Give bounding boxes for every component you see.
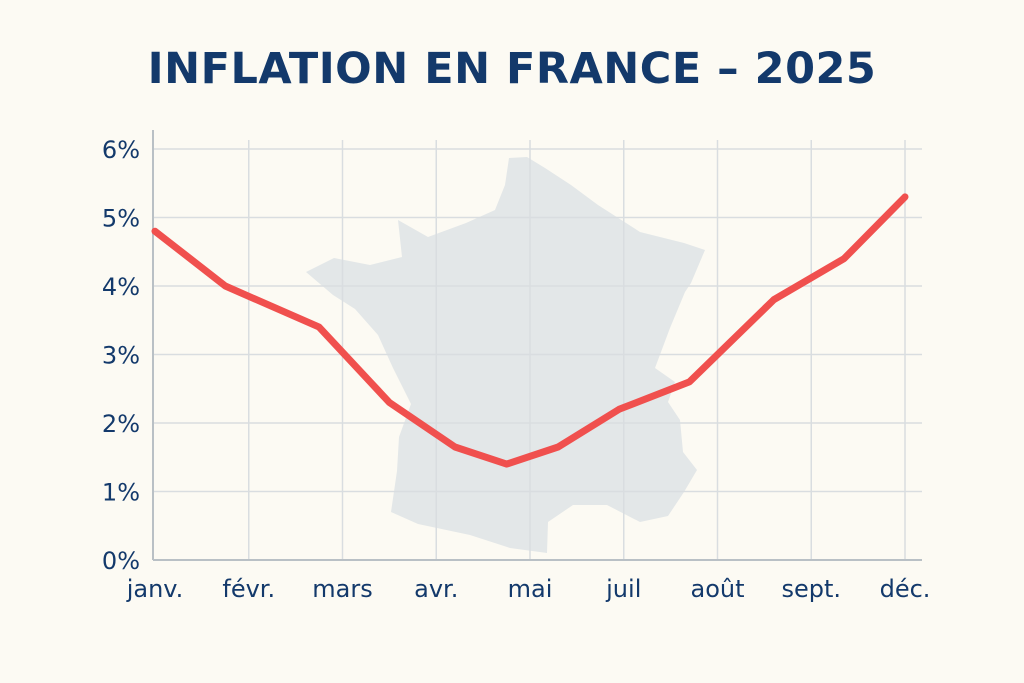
data-point [840,255,848,262]
x-tick-label: mars [312,575,372,603]
data-point [901,193,909,201]
y-tick-label: 0% [102,547,140,575]
x-tick-label: déc. [880,575,931,603]
x-tick-label: juil [605,575,641,603]
chart-title: INFLATION EN FRANCE – 2025 [147,44,877,94]
data-point [451,443,459,451]
y-axis-ticks: 0% 1% 2% 3% 4% 5% 6% [102,136,140,575]
y-tick-label: 2% [102,410,140,438]
x-tick-label: avr. [414,575,458,603]
data-point [615,406,623,413]
data-point [686,378,693,386]
x-tick-label: sept. [781,575,841,603]
series-line [151,193,909,468]
series-layer [151,193,909,468]
x-axis-ticks: janv. févr. mars avr. mai juil août sept. déc. [126,575,931,603]
y-tick-label: 4% [102,273,140,301]
data-point [554,443,562,451]
data-point [770,296,777,303]
x-tick-label: févr. [222,575,275,603]
data-point [315,323,323,331]
data-point [222,282,229,290]
y-tick-label: 6% [102,136,140,164]
y-tick-label: 1% [102,479,140,507]
data-point [503,460,510,468]
data-point [151,228,159,235]
y-tick-label: 5% [102,205,140,233]
data-point [386,399,393,406]
y-tick-label: 3% [102,342,140,370]
chart-axes [152,130,922,561]
x-tick-label: janv. [126,575,184,603]
x-tick-label: août [690,575,744,603]
x-tick-label: mai [508,575,553,603]
